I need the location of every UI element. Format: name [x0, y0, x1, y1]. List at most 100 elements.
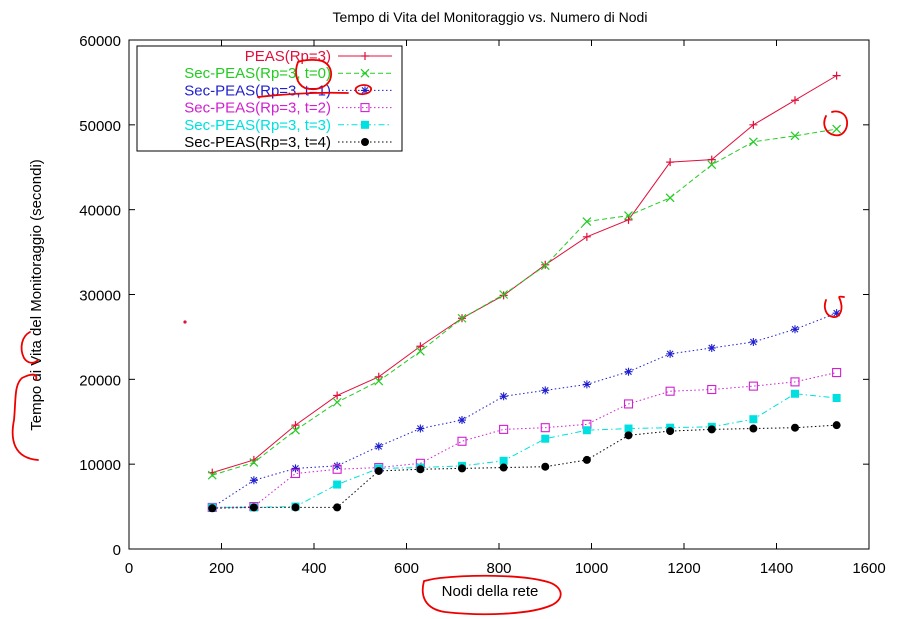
- data-point-3-2: [290, 468, 301, 479]
- y-tick-label: 30000: [79, 288, 121, 305]
- data-point-1-5: [415, 346, 425, 356]
- data-point-1-13: [748, 137, 758, 147]
- series-markers: [207, 71, 842, 513]
- x-tick-label: 1200: [667, 560, 700, 577]
- data-point-1-4: [374, 376, 384, 386]
- data-point-5-12: [707, 425, 716, 434]
- legend-marker-0: [361, 52, 369, 60]
- data-point-2-11: [666, 349, 675, 358]
- data-point-2-4: [374, 442, 383, 451]
- annotation-circle-t0: [295, 59, 333, 91]
- data-point-4-14: [791, 389, 799, 398]
- data-point-0-8: [541, 260, 550, 269]
- data-point-0-13: [749, 120, 758, 129]
- data-point-3-10: [623, 399, 634, 409]
- data-point-2-7: [499, 392, 508, 401]
- y-tick-label: 20000: [79, 372, 121, 389]
- series-line-1: [212, 128, 837, 476]
- data-point-0-11: [666, 158, 675, 167]
- data-point-4-7: [499, 456, 508, 465]
- stray-dot: [183, 320, 187, 324]
- data-point-0-10: [624, 215, 633, 224]
- data-point-1-10: [624, 211, 633, 221]
- data-point-1-1: [249, 458, 259, 467]
- legend-label-5: Sec-PEAS(Rp=3, t=4): [184, 134, 331, 151]
- x-tick-label: 400: [301, 560, 326, 577]
- annotation-underline-t1: [257, 91, 349, 98]
- annotation-circle-end-t0: [823, 110, 848, 137]
- data-point-1-9: [582, 217, 592, 226]
- data-point-2-8: [541, 386, 550, 395]
- data-point-1-3: [332, 397, 342, 407]
- data-point-2-12: [707, 343, 716, 352]
- data-point-3-15: [832, 367, 842, 378]
- legend-marker-3: [360, 103, 370, 113]
- data-point-0-2: [291, 421, 300, 430]
- x-tick-label: 800: [486, 560, 511, 577]
- annotation-hook-ylabel: [20, 331, 39, 364]
- data-point-5-2: [291, 503, 300, 512]
- data-point-2-5: [416, 424, 425, 433]
- data-point-2-13: [749, 338, 758, 347]
- x-tick-label: 200: [209, 560, 234, 577]
- data-point-2-6: [458, 416, 466, 425]
- data-point-5-6: [458, 464, 466, 473]
- y-tick-label: 50000: [79, 118, 121, 135]
- data-point-4-8: [541, 434, 550, 443]
- data-point-5-9: [582, 455, 591, 464]
- data-point-2-10: [624, 367, 633, 376]
- data-point-1-8: [540, 261, 550, 271]
- data-point-5-1: [249, 503, 258, 512]
- chart-title: Tempo di Vita del Monitoraggio vs. Numer…: [333, 9, 648, 25]
- annotation-circle-xlabel: [421, 574, 562, 616]
- data-point-5-3: [333, 503, 342, 512]
- data-point-2-9: [582, 380, 591, 389]
- data-point-3-8: [540, 423, 550, 433]
- data-point-5-0: [208, 504, 217, 513]
- data-point-0-4: [374, 372, 383, 381]
- series-line-5: [212, 424, 837, 509]
- series-line-3: [212, 372, 837, 508]
- y-tick-label: 10000: [79, 457, 121, 474]
- data-point-2-1: [249, 476, 258, 485]
- data-point-5-11: [666, 427, 675, 436]
- legend-marker-1: [360, 68, 370, 78]
- data-point-5-14: [791, 423, 799, 432]
- axis-ticks: 0 200 400 600 800 1000 1200 1400 1600 0 10000 20000…: [79, 33, 885, 577]
- data-point-3-7: [499, 424, 509, 434]
- data-point-1-15: [832, 124, 842, 134]
- x-axis-label: Nodi della rete: [442, 583, 539, 600]
- data-point-2-14: [791, 325, 799, 334]
- data-point-1-12: [707, 160, 717, 170]
- data-point-3-3: [332, 464, 342, 474]
- y-tick-label: 40000: [79, 203, 121, 220]
- annotation-bracket-ylabel: [11, 373, 39, 461]
- legend-label-1: Sec-PEAS(Rp=3, t=0): [184, 65, 331, 82]
- data-point-0-5: [416, 342, 425, 351]
- data-point-5-15: [832, 421, 841, 430]
- data-point-4-9: [582, 426, 591, 435]
- data-point-2-3: [333, 461, 342, 470]
- data-point-0-14: [791, 96, 799, 105]
- data-point-5-10: [624, 431, 633, 440]
- annotation-circle-end-t1: [823, 295, 845, 318]
- data-point-0-3: [333, 391, 342, 400]
- y-tick-label: 0: [113, 542, 121, 559]
- x-tick-label: 1400: [760, 560, 793, 577]
- legend-label-2: Sec-PEAS(Rp=3, t=1): [184, 82, 331, 99]
- data-point-4-10: [624, 424, 633, 433]
- data-point-5-8: [541, 462, 550, 471]
- data-point-1-0: [207, 470, 217, 480]
- data-point-4-3: [333, 480, 342, 489]
- data-point-2-15: [832, 309, 841, 318]
- data-point-4-13: [749, 415, 758, 424]
- series-line-4: [212, 393, 837, 508]
- data-point-5-13: [749, 424, 758, 433]
- annotation-circle-t1: [354, 84, 372, 96]
- series-lines: [211, 75, 837, 509]
- data-point-1-14: [790, 131, 800, 141]
- data-point-1-11: [665, 193, 675, 203]
- legend-label-4: Sec-PEAS(Rp=3, t=3): [184, 117, 331, 134]
- legend-marker-2: [361, 86, 369, 95]
